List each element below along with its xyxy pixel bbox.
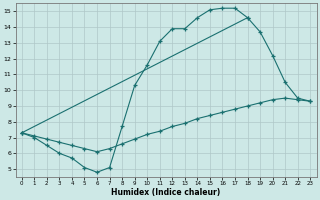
X-axis label: Humidex (Indice chaleur): Humidex (Indice chaleur) bbox=[111, 188, 221, 197]
